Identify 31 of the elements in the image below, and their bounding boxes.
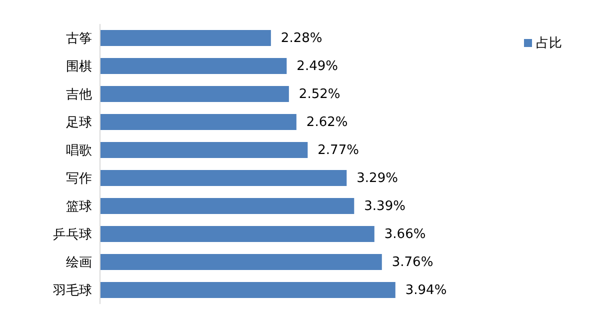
y-tick-label: 足球: [66, 116, 92, 131]
y-tick-label: 古筝: [66, 32, 92, 47]
y-tick-label: 羽毛球: [52, 284, 92, 299]
data-label: 3.29%: [356, 171, 398, 186]
data-label: 2.49%: [296, 59, 338, 74]
bar: [100, 86, 289, 102]
data-label: 2.62%: [306, 115, 348, 130]
legend-label: 占比: [536, 36, 562, 51]
y-tick-label: 乒乓球: [53, 228, 92, 243]
bar: [100, 114, 296, 130]
bar: [100, 198, 354, 214]
bar: [100, 170, 347, 186]
bar: [100, 282, 396, 298]
data-label: 3.66%: [384, 227, 426, 242]
data-label: 3.39%: [364, 199, 406, 214]
y-tick-label: 唱歌: [66, 144, 92, 159]
y-tick-label: 篮球: [66, 200, 92, 215]
y-tick-label: 围棋: [66, 60, 92, 75]
data-label: 3.94%: [405, 283, 447, 298]
bar: [100, 30, 271, 46]
data-label: 2.28%: [280, 31, 322, 46]
data-label: 2.52%: [298, 87, 340, 102]
y-tick-label: 绘画: [66, 256, 92, 271]
y-tick-label: 写作: [66, 172, 92, 187]
bar: [100, 142, 308, 158]
bar: [100, 226, 374, 242]
bar: [100, 58, 287, 74]
data-label: 3.76%: [392, 255, 434, 270]
bar: [100, 254, 382, 270]
y-tick-label: 吉他: [66, 88, 92, 103]
data-label: 2.77%: [318, 143, 359, 158]
